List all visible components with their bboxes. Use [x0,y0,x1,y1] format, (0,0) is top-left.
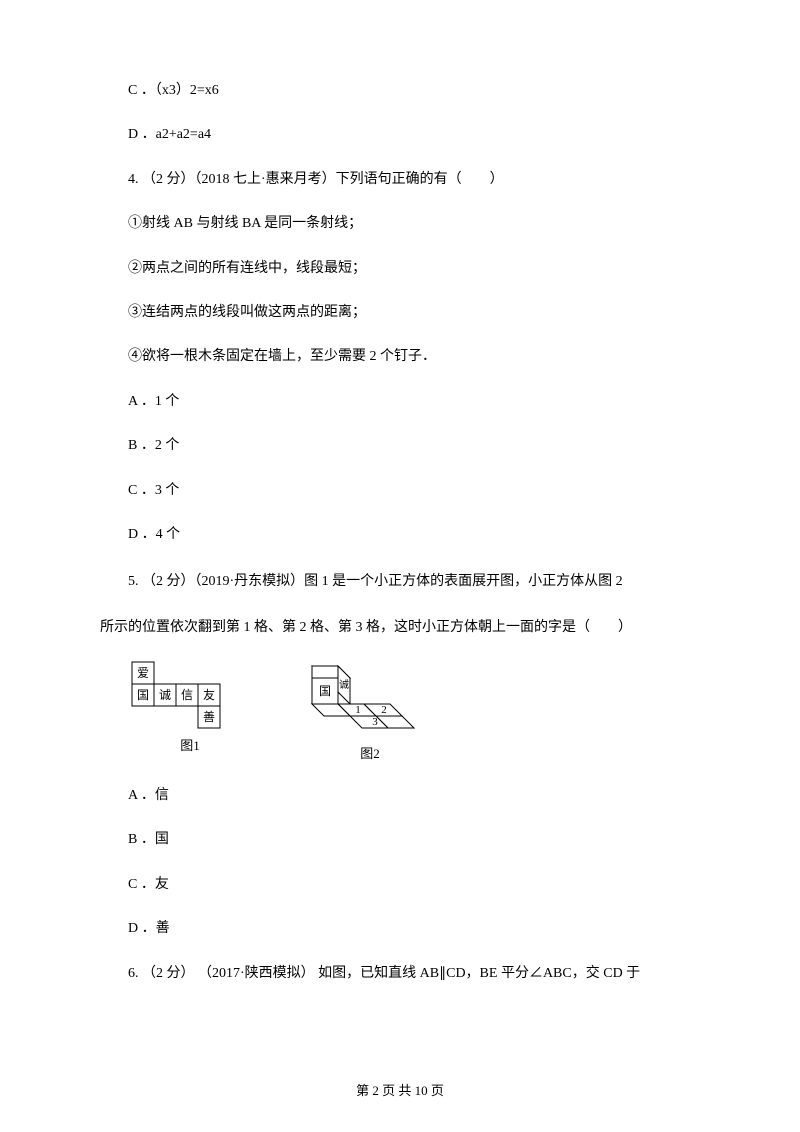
net-r0: 国 [137,688,149,702]
q5-option-d: D ．善 [100,918,700,940]
q3-option-d: D ．a2+a2=a4 [100,124,700,146]
q3-option-c: C ．（x3）2=x6 [100,80,700,102]
q4-option-d: D ．4 个 [100,524,700,546]
q4-stmt3: ③连结两点的线段叫做这两点的距离； [100,302,700,324]
page-footer: 第 2 页 共 10 页 [0,1081,800,1102]
q5-net-svg: 爱 国 诚 信 友 善 [130,660,250,732]
q5-option-b: B ．国 [100,829,700,851]
q5-option-a: A ．信 [100,785,700,807]
net-bottom: 善 [203,709,215,724]
q5-fig2-label: 图2 [360,744,380,765]
q4-stmt4: ④欲将一根木条固定在墙上，至少需要 2 个钉子． [100,346,700,368]
cube-right: 诚 [339,679,349,691]
net-top: 爱 [137,666,149,680]
q4-option-a: A ．1 个 [100,391,700,413]
q5-cube-svg: 爱 诚 国 1 2 3 [290,660,450,740]
net-r1: 诚 [159,688,171,702]
q5-text-line1: 5. （2 分）（2019·丹东模拟）图 1 是一个小正方体的表面展开图，小正方… [100,568,700,596]
net-r3: 友 [203,688,215,702]
q5-figure2: 爱 诚 国 1 2 3 图2 [290,660,450,765]
cube-left: 国 [319,684,331,698]
q4-header: 4. （2 分）（2018 七上·惠来月考）下列语句正确的有（ ） [100,169,700,191]
q5-fig1-label: 图1 [180,736,200,757]
q5-text-line2: 所示的位置依次翻到第 1 格、第 2 格、第 3 格，这时小正方体朝上一面的字是… [100,614,700,642]
q4-stmt2: ②两点之间的所有连线中，线段最短； [100,258,700,280]
q5-option-c: C ．友 [100,874,700,896]
grid-1: 1 [355,704,361,716]
grid-2: 2 [381,704,387,716]
net-r2: 信 [181,688,193,702]
q4-option-b: B ．2 个 [100,435,700,457]
q4-stmt1: ①射线 AB 与射线 BA 是同一条射线； [100,213,700,235]
q6-header: 6. （2 分） （2017·陕西模拟） 如图，已知直线 AB∥CD，BE 平分… [100,963,700,985]
q5-figure1: 爱 国 诚 信 友 善 图1 [130,660,250,757]
q5-figures: 爱 国 诚 信 友 善 图1 爱 诚 国 [130,660,700,765]
q4-option-c: C ．3 个 [100,480,700,502]
grid-3: 3 [372,716,378,728]
